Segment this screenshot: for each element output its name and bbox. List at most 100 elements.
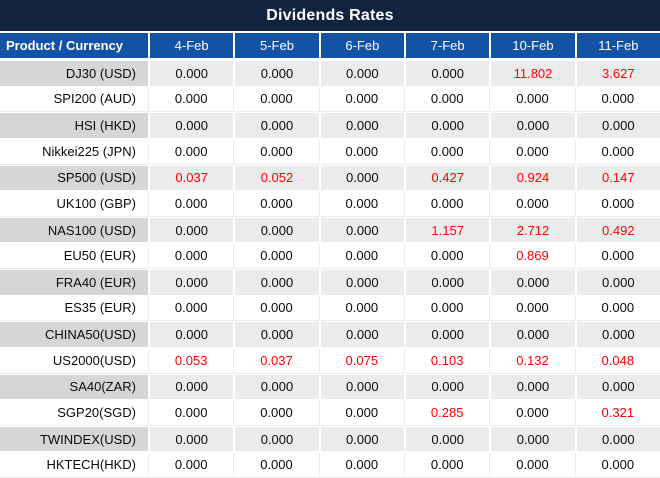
table-row: SGP20(SGD) 0.000 0.000 0.000 0.285 0.000 0.321 [0,400,660,426]
product-cell: UK100 (GBP) [56,195,136,211]
rate-cell: 0.000 [318,217,404,243]
rate-cell: 0.000 [148,113,234,138]
rate-cell: 0.000 [318,86,404,112]
table-row: SPI200 (AUD) 0.000 0.000 0.000 0.000 0.000 0.0… [0,86,660,113]
rate-cell: 0.000 [574,322,660,347]
rate-cell: 2.712 [489,217,575,243]
rate-cell: 0.000 [404,243,489,268]
rate-cell: 0.000 [148,426,234,452]
product-cell: DJ30 (USD) [0,61,148,86]
rate-cell: 0.000 [233,138,318,164]
table-row: Nikkei225 (JPN) 0.000 0.000 0.000 0.000 0.000… [0,138,660,165]
rate-cell: 0.000 [318,165,404,191]
column-header-product-currency: Product / Currency [6,38,124,53]
rate-cell: 0.000 [318,295,404,321]
table-row: UK100 (GBP) 0.000 0.000 0.000 0.000 0.000 0.00… [0,191,660,217]
rate-cell: 11.802 [489,61,575,86]
rate-cell: 0.000 [318,113,404,138]
product-cell: HKTECH(HKD) [46,457,136,473]
rate-cell: 0.924 [489,165,575,191]
rate-cell: 0.000 [233,61,319,86]
rate-cell: 0.000 [233,322,319,347]
product-cell: HSI (HKD) [0,113,148,138]
rate-cell: 0.000 [318,426,404,452]
rate-cell: 0.000 [233,113,319,138]
rate-cell: 0.000 [404,138,489,164]
rate-cell: 0.000 [148,374,234,400]
rate-cell: 0.427 [404,165,490,191]
column-header-date: 4-Feb [148,33,233,58]
rate-cell: 0.000 [233,217,319,243]
rate-cell: 0.000 [148,452,233,477]
rate-cell: 0.000 [318,243,404,268]
rate-cell: 0.000 [233,426,319,452]
table-row: TWINDEX(USD) 0.000 0.000 0.000 0.000 0.000 0.0… [0,425,660,453]
column-header-date: 5-Feb [233,33,318,58]
rate-cell: 0.000 [489,138,574,164]
table-row: SP500 (USD) 0.037 0.052 0.000 0.427 0.924 0.14… [0,164,660,192]
rate-cell: 0.132 [489,347,574,373]
rate-cell: 0.000 [574,452,660,477]
table-body: DJ30 (USD) 0.000 0.000 0.000 0.000 11.802 3.62… [0,60,660,478]
rate-cell: 0.000 [233,243,318,268]
rate-cell: 0.037 [148,165,234,191]
rate-cell: 0.000 [318,191,404,216]
rate-cell: 3.627 [574,61,660,86]
table-row: HSI (HKD) 0.000 0.000 0.000 0.000 0.000 0.000 [0,112,660,139]
rate-cell: 0.000 [233,270,319,295]
rate-cell: 0.000 [318,61,404,86]
rate-cell: 0.000 [404,61,490,86]
rate-cell: 0.000 [233,191,318,216]
rate-cell: 0.000 [574,138,660,164]
rate-cell: 0.000 [233,295,318,321]
rate-cell: 0.321 [574,400,660,425]
rate-cell: 0.000 [404,426,490,452]
column-header-date: 10-Feb [489,33,574,58]
rate-cell: 0.000 [148,217,234,243]
table-title: Dividends Rates [0,0,660,33]
product-cell: SPI200 (AUD) [53,91,136,107]
product-cell: Nikkei225 (JPN) [42,143,136,159]
rate-cell: 0.000 [574,270,660,295]
rate-cell: 0.000 [574,426,660,452]
rate-cell: 0.000 [489,374,575,400]
product-cell: US2000(USD) [52,352,136,368]
rate-cell: 0.285 [404,400,489,425]
rate-cell: 0.000 [489,270,575,295]
rate-cell: 0.000 [318,322,404,347]
rate-cell: 0.103 [404,347,489,373]
rate-cell: 0.000 [574,113,660,138]
rate-cell: 0.000 [489,426,575,452]
table-row: FRA40 (EUR) 0.000 0.000 0.000 0.000 0.000 0.00… [0,269,660,296]
rate-cell: 0.000 [404,452,489,477]
column-header-date: 6-Feb [318,33,404,58]
product-cell: CHINA50(USD) [0,322,148,347]
rate-cell: 0.000 [404,86,489,112]
rate-cell: 0.000 [574,374,660,400]
product-cell: SGP20(SGD) [57,404,136,420]
product-cell: SA40(ZAR) [0,374,148,400]
rate-cell: 0.492 [574,217,660,243]
column-header-date: 11-Feb [574,33,660,58]
table-row: EU50 (EUR) 0.000 0.000 0.000 0.000 0.869 0.000 [0,243,660,269]
rate-cell: 0.000 [489,400,574,425]
header-row: Product / Currency 4-Feb 5-Feb 6-Feb 7-Feb 1… [0,33,660,60]
rate-cell: 0.000 [148,295,233,321]
rate-cell: 0.000 [404,322,490,347]
table-row: US2000(USD) 0.053 0.037 0.075 0.103 0.132 0.04… [0,347,660,374]
rate-cell: 0.000 [148,86,233,112]
rate-cell: 0.000 [489,191,574,216]
rate-cell: 0.000 [489,452,574,477]
rate-cell: 0.000 [318,452,404,477]
rate-cell: 0.000 [148,138,233,164]
rate-cell: 0.000 [148,270,234,295]
product-cell: EU50 (EUR) [63,248,136,264]
product-cell: NAS100 (USD) [0,217,148,243]
rate-cell: 0.000 [574,86,660,112]
rate-cell: 0.000 [318,374,404,400]
rate-cell: 0.000 [404,295,489,321]
rate-cell: 0.048 [574,347,660,373]
rate-cell: 0.000 [489,295,574,321]
rate-cell: 0.147 [574,165,660,191]
rate-cell: 0.000 [318,138,404,164]
